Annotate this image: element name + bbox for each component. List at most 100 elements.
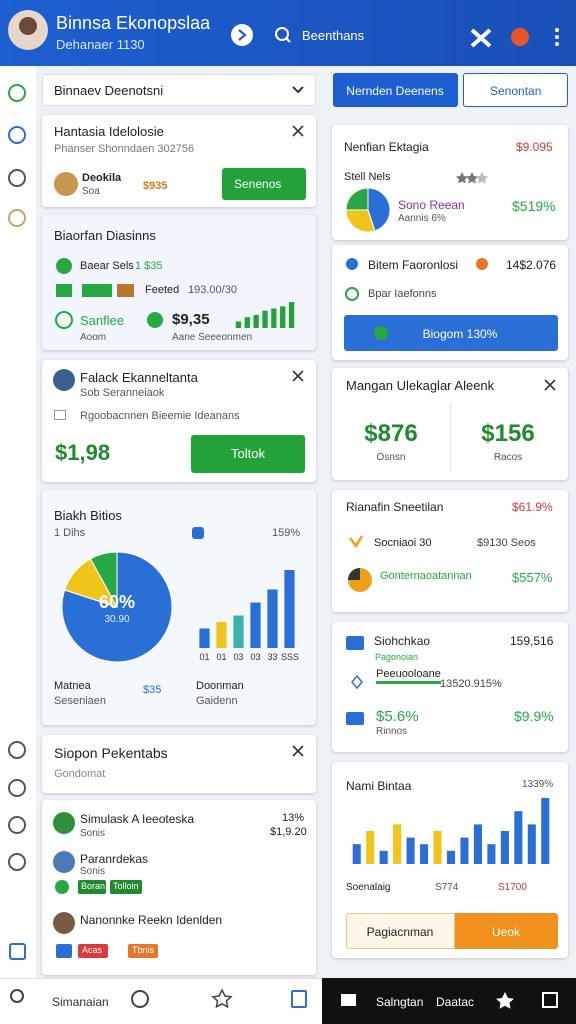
bar bbox=[250, 602, 261, 648]
label: Doonman bbox=[196, 680, 244, 692]
label: $5.6% bbox=[376, 708, 419, 725]
button-label[interactable]: Senenos bbox=[234, 177, 282, 191]
label: 193.00/30 bbox=[188, 284, 237, 296]
icon bbox=[346, 636, 364, 650]
bar bbox=[280, 306, 286, 328]
pie-slice bbox=[345, 187, 369, 211]
label: $519% bbox=[512, 198, 556, 214]
button[interactable] bbox=[333, 73, 458, 107]
icon bbox=[349, 535, 364, 549]
label: Feeted bbox=[145, 284, 180, 296]
label: Aannis 6% bbox=[398, 213, 446, 224]
card-title: Biaorfan Diasinns bbox=[54, 228, 156, 243]
nav-icon bbox=[8, 853, 26, 871]
nav-button bbox=[231, 24, 253, 46]
bar bbox=[233, 615, 244, 648]
label: Racos bbox=[493, 452, 523, 463]
nav-icon bbox=[341, 994, 356, 1006]
avatar bbox=[53, 812, 75, 834]
pie-slice bbox=[367, 187, 391, 232]
label: $9130 Seos bbox=[477, 537, 536, 549]
button[interactable] bbox=[222, 168, 306, 200]
label: Sonis bbox=[80, 828, 106, 839]
bar bbox=[406, 837, 415, 864]
tag bbox=[78, 880, 106, 894]
tag bbox=[78, 944, 108, 958]
card bbox=[42, 215, 316, 350]
card bbox=[332, 490, 568, 612]
label: Phanser Shonndaen 302756 bbox=[54, 143, 195, 155]
label: S1700 bbox=[498, 882, 527, 893]
label: Bpar Iaefonns bbox=[368, 288, 437, 300]
bar bbox=[267, 589, 278, 648]
label: 13% bbox=[282, 812, 305, 824]
bar bbox=[393, 824, 402, 864]
bar bbox=[262, 310, 268, 328]
star-icon bbox=[476, 172, 488, 184]
bar bbox=[216, 622, 227, 648]
menu-icon bbox=[555, 42, 559, 46]
label: $1,98 bbox=[55, 440, 111, 465]
label: $156 bbox=[481, 420, 535, 447]
dropdown[interactable] bbox=[42, 74, 316, 106]
label: Deokila bbox=[82, 172, 122, 184]
x-tick-label: 03 bbox=[233, 652, 244, 662]
tag-label: Boran bbox=[81, 881, 106, 891]
card-title: Nenfian Ektagia bbox=[344, 140, 429, 154]
bar bbox=[433, 831, 442, 864]
button[interactable] bbox=[191, 435, 305, 473]
label: Sonis bbox=[80, 866, 106, 877]
button[interactable] bbox=[455, 913, 558, 949]
search-icon bbox=[275, 27, 289, 41]
tab-label[interactable]: Simanaian bbox=[52, 995, 109, 1009]
button-label[interactable]: Senontan bbox=[490, 84, 542, 98]
nav-icon bbox=[8, 126, 26, 144]
label: 14$2.076 bbox=[506, 258, 557, 272]
bar bbox=[271, 308, 277, 328]
card-title: Rianafin Sneetilan bbox=[346, 500, 444, 514]
button-label[interactable]: Biogom 130% bbox=[422, 327, 498, 341]
button[interactable] bbox=[463, 73, 568, 107]
label: $876 bbox=[364, 420, 418, 447]
bar bbox=[352, 844, 361, 864]
button-label[interactable]: Ueok bbox=[491, 925, 520, 939]
icon bbox=[147, 312, 163, 328]
pie-slice bbox=[89, 551, 118, 608]
list-item-title: Paranrdekas bbox=[80, 852, 149, 866]
button-label[interactable]: Toltok bbox=[231, 446, 265, 461]
menu-icon bbox=[555, 28, 559, 32]
menu-icon bbox=[555, 35, 559, 39]
button-label[interactable]: Pagiacnman bbox=[366, 925, 434, 939]
label: Sono Reean bbox=[398, 198, 465, 212]
bar bbox=[514, 811, 523, 864]
nav-icon bbox=[131, 990, 149, 1008]
button[interactable] bbox=[346, 913, 455, 949]
button-label[interactable]: Nernden Deenens bbox=[346, 84, 444, 98]
label: Pagonoian bbox=[375, 652, 419, 662]
tag-label: Tolloin bbox=[113, 881, 139, 891]
search-field[interactable]: Beenthans bbox=[302, 28, 365, 43]
notification-icon bbox=[511, 28, 529, 46]
card-title: Bitem Faoronlosi bbox=[368, 258, 459, 272]
tab-label[interactable]: Salngtan bbox=[376, 995, 424, 1009]
bar bbox=[446, 850, 456, 864]
nav-icon bbox=[496, 992, 514, 1009]
avatar bbox=[53, 369, 75, 391]
tag bbox=[56, 284, 72, 297]
label: $9.9% bbox=[514, 708, 554, 724]
label: $35 bbox=[143, 684, 162, 696]
chevron bbox=[292, 86, 304, 94]
star-icon bbox=[466, 172, 478, 184]
bar bbox=[288, 302, 295, 328]
label: Matnea bbox=[54, 680, 91, 692]
close-icon bbox=[292, 125, 304, 137]
label: 1339% bbox=[522, 779, 554, 790]
label: Baear Sels bbox=[80, 260, 134, 272]
tab-label[interactable]: Daatac bbox=[436, 995, 475, 1009]
label: Gonternaoatannan bbox=[380, 570, 472, 582]
nav-icon bbox=[8, 741, 26, 759]
nav-icon bbox=[291, 990, 307, 1008]
